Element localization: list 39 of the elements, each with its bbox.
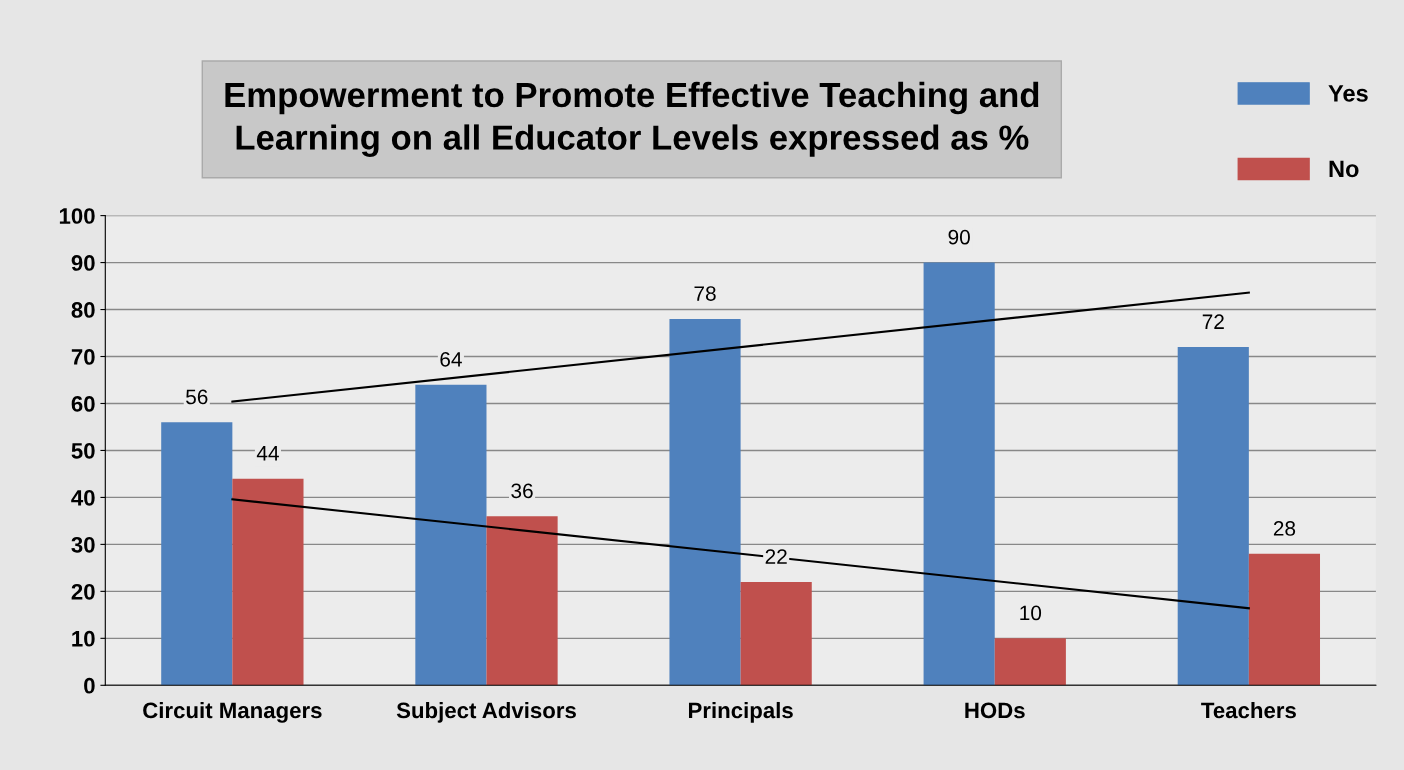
bar xyxy=(994,638,1066,686)
y-tick-label: 90 xyxy=(71,255,95,271)
y-tick-label: 40 xyxy=(71,489,95,506)
data-label: 72 xyxy=(1202,314,1224,329)
x-tick-label: HODs xyxy=(965,702,1025,719)
y-tick-label: 30 xyxy=(71,536,95,553)
x-tick-label: Subject Advisors xyxy=(396,701,576,723)
bar xyxy=(1248,553,1321,686)
data-label: 78 xyxy=(694,286,716,301)
bar xyxy=(232,478,304,686)
x-tick-label: Teachers xyxy=(1201,701,1296,719)
data-label: 56 xyxy=(186,389,208,405)
bar xyxy=(161,422,233,686)
y-tick-label: 0 xyxy=(84,677,95,694)
data-label: 44 xyxy=(256,446,279,461)
bar xyxy=(669,318,741,686)
data-label: 36 xyxy=(511,483,533,499)
y-tick-label: 70 xyxy=(71,349,95,365)
bar xyxy=(923,262,995,686)
data-label: 64 xyxy=(440,351,462,367)
y-tick-label: 60 xyxy=(71,396,95,412)
data-label: 22 xyxy=(765,549,787,564)
data-label: 28 xyxy=(1273,521,1296,536)
bar xyxy=(740,581,812,686)
bar xyxy=(415,384,487,686)
y-tick-label: 20 xyxy=(71,583,95,600)
data-label: 90 xyxy=(948,229,970,245)
y-tick-label: 10 xyxy=(72,630,95,647)
bar xyxy=(486,516,558,686)
x-tick-label: Circuit Managers xyxy=(143,701,322,723)
bar xyxy=(1177,347,1249,686)
legend-label: No xyxy=(1329,160,1359,178)
y-tick-label: 80 xyxy=(71,302,95,318)
y-tick-label: 100 xyxy=(59,208,95,224)
data-label: 10 xyxy=(1020,605,1042,621)
y-tick-label: 50 xyxy=(71,442,95,459)
legend-label: Yes xyxy=(1328,85,1368,102)
chart-title: Empowerment to Promote Effective Teaching and Learning on all Educator Levels expressed as % xyxy=(225,81,1039,157)
x-tick-label: Principals xyxy=(688,701,793,723)
